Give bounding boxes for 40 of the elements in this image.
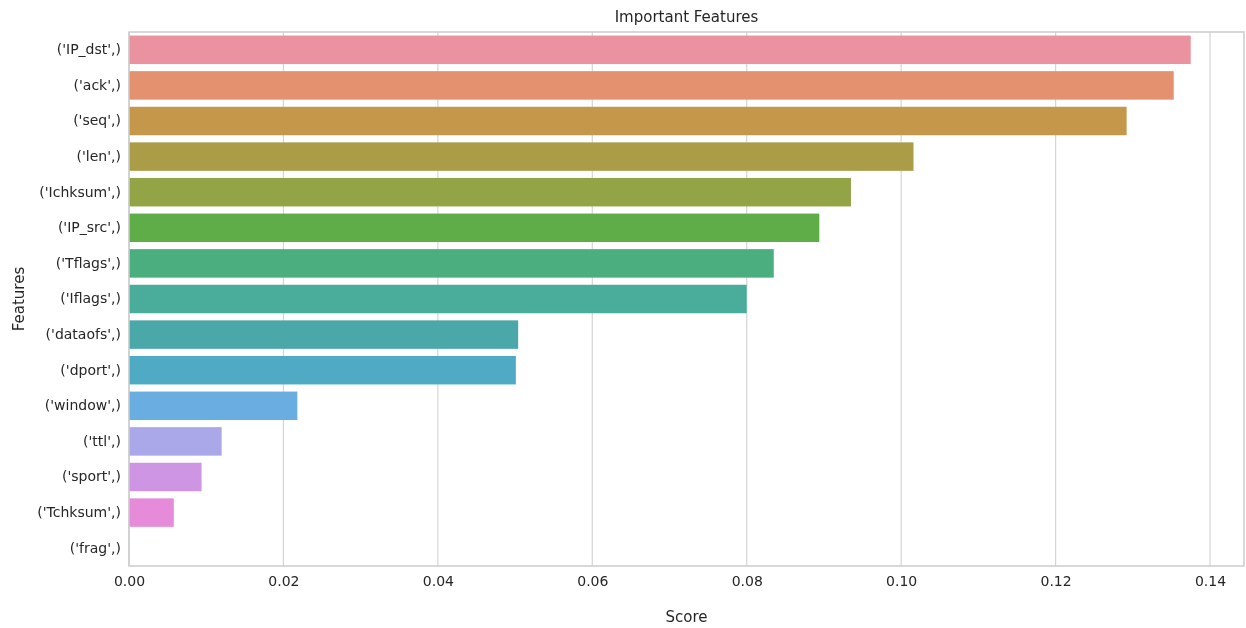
y-tick-label: ('frag',) <box>69 539 121 556</box>
x-tick-label: 0.12 <box>1040 572 1072 589</box>
bar <box>129 35 1191 65</box>
bar <box>129 213 820 243</box>
y-tick-label: ('Ichksum',) <box>39 183 121 200</box>
y-tick-label: ('len',) <box>76 148 121 165</box>
y-axis-title: Features <box>10 266 28 332</box>
bar <box>129 71 1174 100</box>
y-tick-label: ('Tflags',) <box>55 254 121 271</box>
chart-title: Important Features <box>614 8 759 26</box>
bar <box>129 249 774 278</box>
bar <box>129 142 914 171</box>
bar <box>129 462 202 492</box>
y-tick-label: ('window',) <box>44 397 121 414</box>
bar <box>129 355 516 385</box>
bar <box>129 284 747 314</box>
y-tick-label: ('Tchksum',) <box>37 504 121 521</box>
y-tick-label: ('Iflags',) <box>60 290 121 307</box>
y-tick-label: ('ttl',) <box>83 432 121 449</box>
x-tick-label: 0.08 <box>731 572 763 589</box>
bar <box>129 427 222 456</box>
y-tick-label: ('seq',) <box>73 112 121 129</box>
x-tick-label: 0.06 <box>577 572 609 589</box>
y-tick-label: ('dport',) <box>60 361 121 378</box>
x-tick-label: 0.04 <box>422 572 455 589</box>
y-tick-label: ('dataofs',) <box>45 326 121 343</box>
bar <box>129 106 1127 136</box>
y-tick-label: ('IP_dst',) <box>56 41 121 58</box>
x-tick-label: 0.14 <box>1194 572 1227 589</box>
x-tick-label: 0.00 <box>113 572 146 589</box>
bar <box>129 498 174 527</box>
y-tick-label: ('IP_src',) <box>57 219 121 236</box>
y-tick-label: ('ack',) <box>73 76 121 93</box>
y-tick-label: ('sport',) <box>61 468 121 485</box>
bar <box>129 320 519 349</box>
x-tick-label: 0.10 <box>886 572 918 589</box>
bar <box>129 177 851 207</box>
x-axis-title: Score <box>665 608 708 626</box>
x-tick-label: 0.02 <box>268 572 300 589</box>
bar <box>129 391 298 421</box>
